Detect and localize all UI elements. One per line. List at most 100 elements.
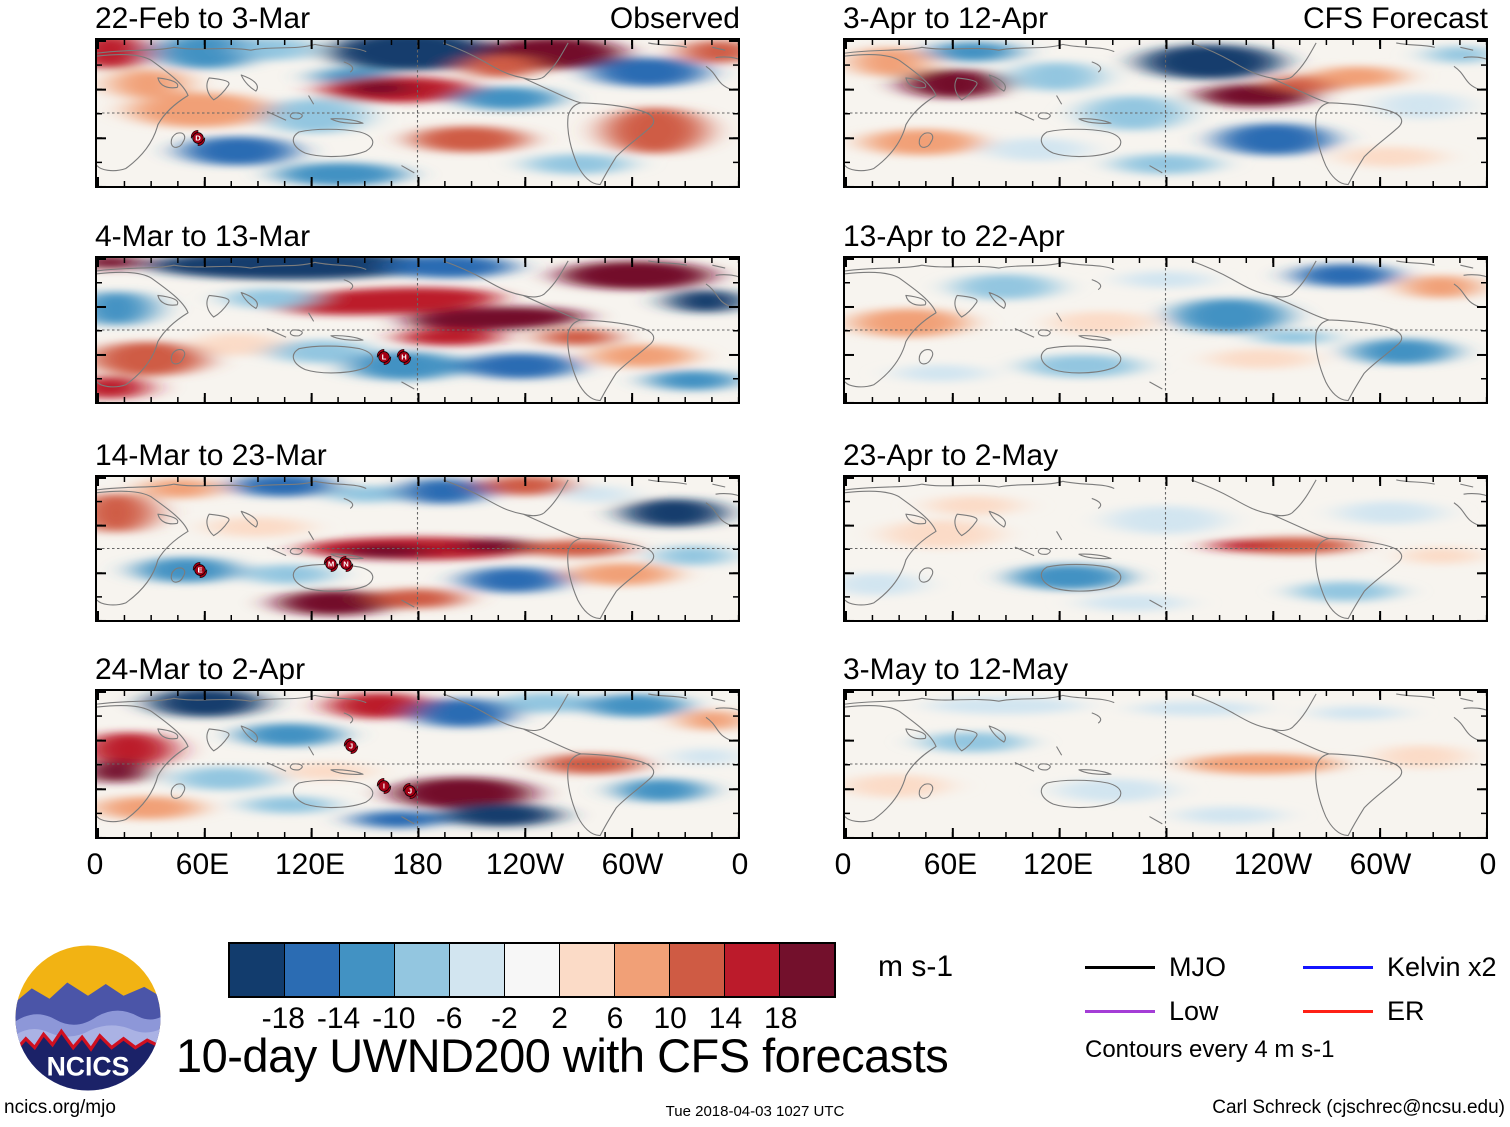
svg-text:N: N	[344, 560, 350, 569]
x-axis-forecast: 0 60E 120E 180 120W 60W 0	[835, 845, 1497, 885]
map-observed-2: 30N 0 30S L H	[95, 256, 740, 404]
colorbar-cell	[780, 944, 834, 996]
map-forecast-1	[843, 38, 1488, 188]
legend-line	[1085, 965, 1155, 969]
storm-marker: I	[375, 776, 392, 795]
storm-marker: J	[401, 781, 418, 800]
colorbar-tick-label: 18	[764, 1002, 798, 1035]
colorbar-units: m s-1	[878, 950, 953, 983]
map-observed-4: 30N 0 30S J I J	[95, 689, 740, 839]
legend-line	[1303, 1009, 1373, 1013]
colorbar-tick-label: -14	[316, 1002, 361, 1035]
legend-item-mjo: MJO	[1085, 952, 1303, 982]
colorbar-tick-label: 2	[551, 1002, 568, 1035]
x-tick-label: 120W	[485, 848, 565, 881]
x-tick-label: 60W	[601, 848, 664, 881]
storm-marker: J	[343, 737, 360, 756]
x-tick-label: 60E	[175, 848, 230, 881]
colorbar-cell	[450, 944, 505, 996]
ncics-logo-graphic: NCICS	[15, 945, 161, 1091]
svg-text:H: H	[401, 353, 407, 362]
map-observed-3: 30N 0 30S E M N	[95, 475, 740, 622]
legend-label: ER	[1387, 995, 1425, 1026]
wind-anomaly-field	[97, 258, 738, 402]
colorbar-cell	[560, 944, 615, 996]
panel-observed-3: 14-Mar to 23-Mar 30N 0 30S E M N	[95, 439, 740, 622]
legend-line	[1303, 965, 1373, 969]
panel-title: 4-Mar to 13-Mar	[95, 220, 311, 253]
panel-forecast-2: 13-Apr to 22-Apr	[843, 220, 1488, 404]
ncics-logo-text: NCICS	[47, 1052, 130, 1082]
map-observed-1: 30N 0 30S D	[95, 38, 740, 188]
x-tick-label: 60W	[1349, 848, 1412, 881]
contour-note: Contours every 4 m s-1	[1085, 1036, 1335, 1063]
x-tick-label: 0	[834, 848, 852, 881]
colorbar-tick-label: 14	[708, 1002, 743, 1035]
storm-marker: M	[322, 555, 339, 574]
panel-forecast-1: 3-Apr to 12-Apr CFS Forecast	[843, 2, 1488, 188]
legend-label: Low	[1169, 995, 1219, 1026]
legend-label: Kelvin x2	[1387, 951, 1497, 982]
legend-item-kelvin-x2: Kelvin x2	[1303, 952, 1509, 982]
legend-item-er: ER	[1303, 996, 1509, 1026]
x-tick-label: 0	[731, 848, 749, 881]
colorbar: -18 -14 -10 -6 -2 2 6 10 14 18	[228, 942, 836, 1036]
colorbar-labels: -18 -14 -10 -6 -2 2 6 10 14 18	[228, 998, 836, 1036]
svg-text:E: E	[198, 565, 203, 574]
colorbar-tick-label: 6	[606, 1002, 624, 1035]
footer-url: ncics.org/mjo	[4, 1097, 116, 1118]
footer-timestamp: Tue 2018-04-03 1027 UTC	[665, 1103, 845, 1120]
wind-anomaly-field	[97, 40, 738, 186]
colorbar-cell	[615, 944, 670, 996]
panel-forecast-4: 3-May to 12-May	[843, 653, 1488, 839]
colorbar-tick-label: 10	[653, 1002, 687, 1035]
wind-anomaly-field	[845, 477, 1486, 620]
svg-text:M: M	[328, 560, 334, 569]
map-forecast-2	[843, 256, 1488, 404]
x-tick-label: 180	[1140, 848, 1191, 881]
map-forecast-4	[843, 689, 1488, 839]
colorbar-cell	[395, 944, 450, 996]
colorbar-cell	[505, 944, 560, 996]
wave-legend: MJO Kelvin x2 Low ER Contours every 4 m s-1	[1085, 952, 1509, 1064]
storm-marker: D	[189, 128, 206, 147]
panel-title: 22-Feb to 3-Mar	[95, 2, 311, 35]
wind-anomaly-field	[845, 40, 1486, 186]
panel-title: 14-Mar to 23-Mar	[95, 439, 327, 472]
wind-anomaly-field	[845, 691, 1486, 837]
svg-text:J: J	[408, 786, 412, 795]
svg-text:J: J	[349, 742, 353, 751]
x-tick-label: 120W	[1233, 848, 1313, 881]
column-label-forecast: CFS Forecast	[1302, 2, 1488, 35]
legend-line	[1085, 1009, 1155, 1013]
wind-anomaly-field	[845, 258, 1486, 402]
colorbar-cell	[230, 944, 285, 996]
observed-column: 22-Feb to 3-Mar Observed 30N 0 30S D 4-M…	[87, 0, 749, 900]
svg-text:I: I	[382, 781, 384, 790]
legend-item-low: Low	[1085, 996, 1303, 1026]
panel-observed-2: 4-Mar to 13-Mar 30N 0 30S L H	[95, 220, 740, 404]
panel-observed-4: 24-Mar to 2-Apr 30N 0 30S J I J	[95, 653, 740, 839]
x-tick-label: 120E	[1022, 848, 1094, 881]
x-tick-label: 60E	[923, 848, 978, 881]
colorbar-cell	[670, 944, 725, 996]
storm-marker: E	[192, 560, 209, 579]
panel-title: 3-May to 12-May	[843, 653, 1069, 686]
panel-title: 3-Apr to 12-Apr	[843, 2, 1049, 35]
map-forecast-3	[843, 475, 1488, 622]
colorbar-tick-label: -18	[261, 1002, 305, 1035]
colorbar-tick-label: -10	[372, 1002, 416, 1035]
colorbar-tick-label: -6	[435, 1002, 463, 1035]
svg-text:L: L	[382, 353, 387, 362]
ncics-logo: NCICS	[14, 944, 162, 1092]
column-label-observed: Observed	[609, 2, 740, 35]
wind-anomaly-field	[97, 691, 738, 837]
figure-title: 10-day UWND200 with CFS forecasts	[176, 1029, 949, 1082]
colorbar-cell	[285, 944, 340, 996]
panel-title: 24-Mar to 2-Apr	[95, 653, 306, 686]
panel-forecast-3: 23-Apr to 2-May	[843, 439, 1488, 622]
panel-title: 13-Apr to 22-Apr	[843, 220, 1065, 253]
x-tick-label: 120E	[274, 848, 346, 881]
legend-grid: MJO Kelvin x2 Low ER	[1085, 952, 1509, 1026]
